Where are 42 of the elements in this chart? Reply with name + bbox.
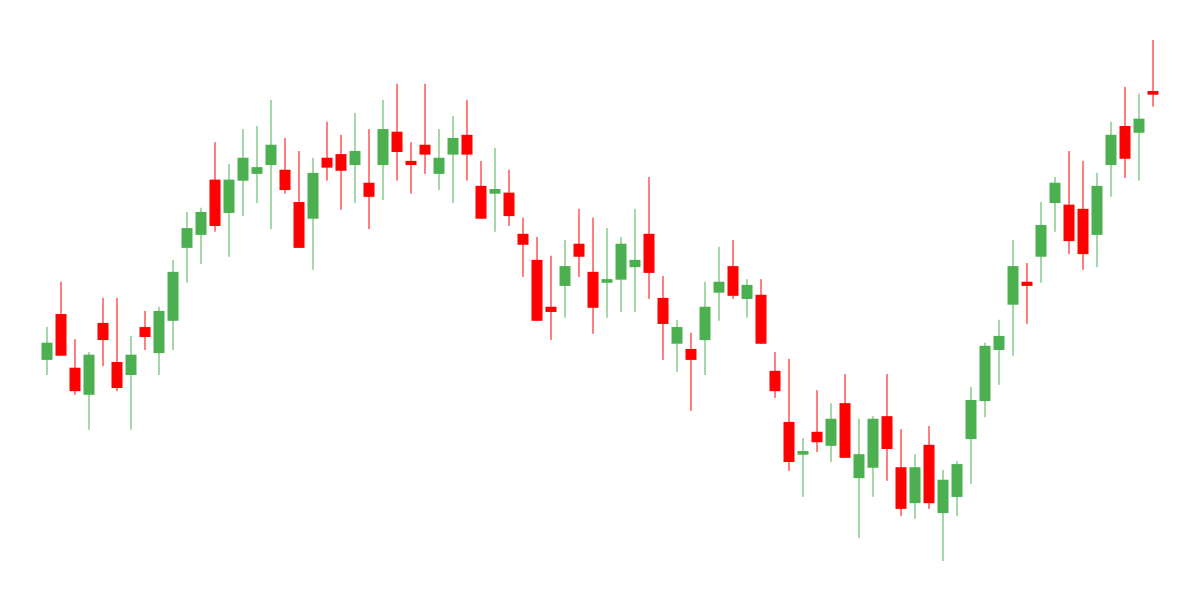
candlestick (811, 389, 823, 453)
candlestick (405, 141, 417, 195)
candlestick (769, 351, 781, 399)
candlestick (1133, 93, 1145, 182)
candlestick (1049, 176, 1061, 233)
candlestick (69, 338, 81, 396)
candlestick (321, 121, 333, 182)
candlestick (97, 297, 109, 367)
candlestick (671, 319, 683, 373)
candlestick (517, 217, 529, 278)
candlestick (419, 83, 431, 175)
candlestick (1147, 39, 1159, 108)
candlestick (265, 99, 277, 230)
candlestick (251, 125, 263, 204)
candlestick (237, 128, 249, 217)
candlestick (545, 255, 557, 341)
candlestick (601, 227, 613, 319)
candlestick (741, 278, 753, 319)
candlestick (433, 128, 445, 191)
candlestick (685, 332, 697, 412)
candlestick (559, 239, 571, 319)
candlestick (41, 326, 53, 376)
candlestick (181, 211, 193, 284)
candlestick (447, 115, 459, 204)
candlestick (125, 335, 137, 431)
candlestick (279, 137, 291, 195)
candlestick (797, 437, 809, 498)
candlestick (993, 319, 1005, 386)
candlestick (461, 99, 473, 182)
candlestick (391, 83, 403, 182)
candlestick (335, 134, 347, 211)
candlestick (503, 169, 515, 227)
candlestick (853, 418, 865, 539)
candlestick (349, 112, 361, 204)
candlestick (629, 208, 641, 313)
candlestick (363, 128, 375, 230)
candlestick (139, 310, 151, 351)
candlestick (489, 147, 501, 233)
candlestick (713, 246, 725, 322)
candlestick (1021, 262, 1033, 325)
candlestick (195, 207, 207, 265)
candlestick (573, 208, 585, 278)
